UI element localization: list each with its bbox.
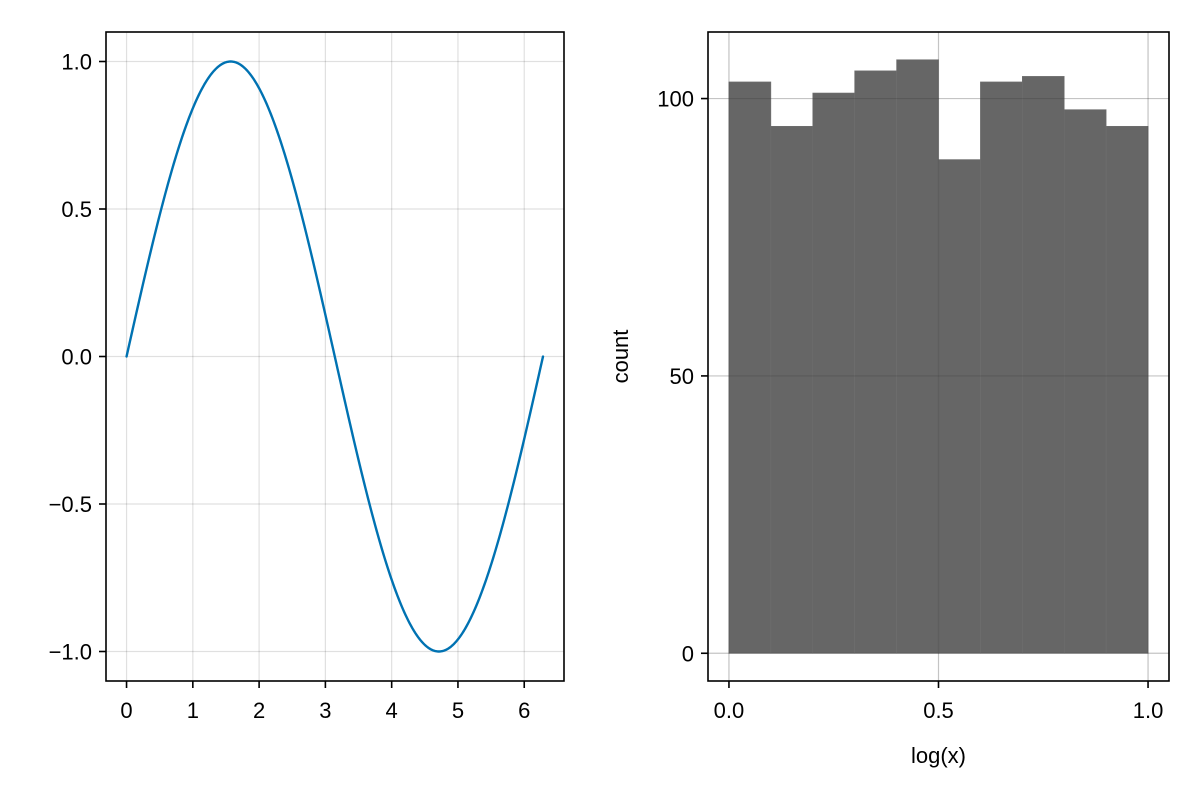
histogram-bar [1022, 76, 1065, 654]
left-grid [106, 32, 564, 681]
left-x-tick-label: 2 [253, 698, 265, 723]
left-ticks: 0 1 2 3 4 5 6 −1.0 −0.5 0.0 0.5 1.0 [49, 50, 531, 724]
y-axis-label: count [608, 330, 633, 384]
left-y-tick-label: −1.0 [49, 640, 92, 665]
right-grid-overlay [708, 32, 1169, 681]
x-axis-label: log(x) [911, 743, 966, 768]
left-y-tick-label: 0.0 [61, 345, 92, 370]
histogram-bar [896, 59, 939, 654]
left-x-tick-label: 5 [452, 698, 464, 723]
right-x-tick-label: 0.0 [714, 698, 745, 723]
left-x-tick-label: 0 [120, 698, 132, 723]
histogram-bar [854, 70, 897, 654]
left-y-tick-label: 1.0 [61, 50, 92, 75]
histogram-chart: 0.0 0.5 1.0 0 50 100 log(x) count [608, 31, 1170, 768]
left-series [125, 60, 545, 653]
right-x-tick-label: 1.0 [1133, 698, 1164, 723]
histogram-bars [728, 59, 1149, 654]
left-x-tick-label: 1 [187, 698, 199, 723]
sine-line-chart: 0 1 2 3 4 5 6 −1.0 −0.5 0.0 0.5 1.0 [49, 31, 565, 724]
right-x-tick-label: 0.5 [923, 698, 954, 723]
right-y-tick-label: 0 [682, 641, 694, 666]
histogram-bar [1105, 125, 1149, 654]
right-y-tick-label: 50 [670, 364, 694, 389]
left-x-tick-label: 3 [319, 698, 331, 723]
histogram-bar [770, 125, 814, 654]
histogram-bar [1063, 109, 1107, 654]
histogram-bar [812, 92, 855, 654]
left-y-tick-label: −0.5 [49, 492, 92, 517]
histogram-bar [728, 81, 772, 654]
left-y-tick-label: 0.5 [61, 197, 92, 222]
sine-series-line [125, 60, 545, 653]
left-x-tick-label: 6 [518, 698, 530, 723]
left-x-tick-label: 4 [386, 698, 398, 723]
histogram-bar [980, 81, 1023, 654]
histogram-bar [938, 159, 981, 654]
right-y-tick-label: 100 [657, 87, 694, 112]
right-ticks: 0.0 0.5 1.0 0 50 100 [657, 87, 1163, 723]
